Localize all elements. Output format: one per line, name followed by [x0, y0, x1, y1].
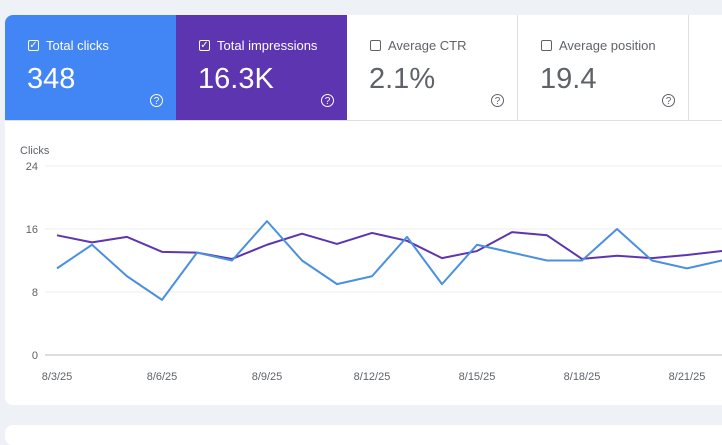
- card-label: Total clicks: [46, 38, 109, 53]
- checkbox-unchecked-icon[interactable]: [370, 40, 381, 51]
- help-icon[interactable]: ?: [491, 94, 504, 107]
- checkbox-checked-icon[interactable]: ✓: [199, 40, 210, 51]
- card-value: 19.4: [540, 63, 597, 95]
- x-tick-label: 8/12/25: [354, 371, 391, 383]
- x-tick-label: 8/21/25: [669, 371, 706, 383]
- y-tick-label: 16: [26, 224, 38, 236]
- help-icon[interactable]: ?: [321, 94, 334, 107]
- impressions-line: [56, 231, 722, 260]
- x-tick-label: 8/3/25: [42, 371, 73, 383]
- card-average-ctr[interactable]: Average CTR 2.1% ?: [347, 15, 518, 120]
- card-average-position[interactable]: Average position 19.4 ?: [518, 15, 689, 120]
- card-value: 2.1%: [369, 63, 436, 95]
- card-label: Total impressions: [217, 38, 318, 53]
- y-tick-label: 24: [26, 161, 38, 173]
- x-tick-label: 8/15/25: [459, 371, 496, 383]
- checkbox-unchecked-icon[interactable]: [541, 40, 552, 51]
- x-tick-label: 8/9/25: [252, 371, 283, 383]
- y-tick-label: 8: [32, 287, 38, 299]
- card-total-impressions[interactable]: ✓ Total impressions 16.3K ?: [176, 15, 347, 120]
- card-label: Average CTR: [388, 38, 467, 53]
- checkbox-checked-icon[interactable]: ✓: [28, 40, 39, 51]
- card-total-clicks[interactable]: ✓ Total clicks 348 ?: [5, 15, 176, 120]
- card-value: 348: [27, 63, 76, 95]
- card-label: Average position: [559, 38, 656, 53]
- card-divider: [5, 120, 722, 121]
- card-value: 16.3K: [198, 63, 274, 95]
- metric-cards: ✓ Total clicks 348 ? ✓ Total impressions…: [5, 15, 722, 120]
- y-axis-label: Clicks: [20, 145, 50, 157]
- performance-panel: ✓ Total clicks 348 ? ✓ Total impressions…: [5, 15, 722, 405]
- help-icon[interactable]: ?: [150, 94, 163, 107]
- clicks-line: [56, 220, 722, 301]
- x-tick-label: 8/6/25: [147, 371, 178, 383]
- help-icon[interactable]: ?: [662, 94, 675, 107]
- clicks-impressions-chart: Clicks 0 8 16 24 8/3/25 8/6/25 8/9/25 8/12/25 8/1…: [20, 145, 722, 383]
- y-tick-label: 0: [32, 350, 38, 362]
- x-tick-label: 8/18/25: [564, 371, 601, 383]
- next-panel: [5, 425, 722, 445]
